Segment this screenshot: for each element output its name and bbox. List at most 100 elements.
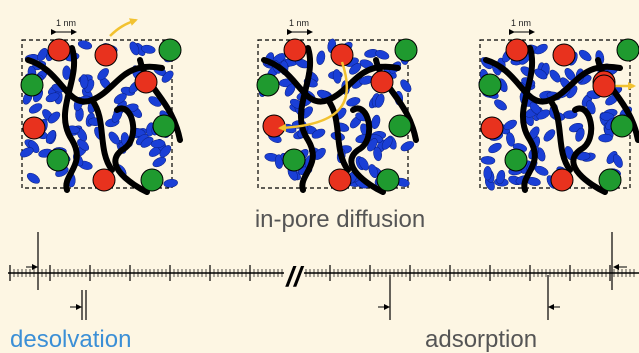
moving-cation bbox=[592, 74, 616, 98]
carbon-wall bbox=[519, 45, 538, 193]
solvent-molecule bbox=[346, 97, 361, 107]
cation bbox=[480, 116, 504, 140]
solvent-molecule bbox=[311, 128, 326, 139]
solvent-molecule bbox=[48, 111, 61, 124]
cation bbox=[370, 70, 394, 94]
solvent-molecule bbox=[575, 127, 585, 142]
carbon-wall bbox=[112, 105, 150, 195]
cation bbox=[134, 70, 158, 94]
anion bbox=[140, 168, 164, 192]
solvent-molecule bbox=[483, 165, 492, 181]
solvent-molecule bbox=[152, 156, 167, 168]
cation bbox=[505, 38, 529, 62]
solvent-molecule bbox=[161, 70, 174, 83]
solvent-molecule bbox=[534, 43, 548, 55]
cation bbox=[262, 114, 286, 138]
anion bbox=[46, 148, 70, 172]
anion bbox=[610, 114, 634, 138]
carbon-wall bbox=[61, 45, 80, 193]
anion bbox=[256, 73, 280, 97]
cation bbox=[550, 168, 574, 192]
desolvation-label: desolvation bbox=[10, 326, 131, 353]
solvent-molecule bbox=[45, 92, 60, 103]
ion-motion-arrow bbox=[278, 61, 349, 132]
carbon-wall bbox=[137, 57, 183, 143]
solvent-molecule bbox=[37, 48, 48, 62]
carbon-wall bbox=[89, 97, 115, 173]
cation bbox=[22, 116, 46, 140]
solvent-molecule bbox=[159, 145, 172, 158]
solvent-molecule bbox=[549, 69, 561, 83]
solvent-molecule bbox=[150, 139, 166, 148]
solvent-molecule bbox=[375, 93, 385, 108]
solvent-molecule bbox=[332, 69, 342, 84]
ion-motion-arrow bbox=[109, 18, 138, 37]
solvent-molecule bbox=[381, 136, 393, 150]
solvent-molecule bbox=[494, 99, 507, 111]
scale-label-2: 1 nm bbox=[289, 18, 309, 28]
carbon-wall bbox=[325, 97, 351, 173]
carbon-wall bbox=[348, 105, 386, 195]
solvent-molecule bbox=[612, 154, 623, 168]
solvent-molecule bbox=[599, 112, 615, 121]
pore-panel-3 bbox=[478, 29, 639, 195]
cation bbox=[283, 38, 307, 62]
solvent-molecule bbox=[598, 133, 613, 143]
axis-break-mark: // bbox=[284, 261, 305, 292]
solvent-molecule bbox=[113, 93, 127, 104]
cation bbox=[328, 168, 352, 192]
solvent-molecule bbox=[503, 119, 517, 131]
carbon-wall bbox=[547, 97, 573, 173]
scale-label-3: 1 nm bbox=[511, 18, 531, 28]
solvent-molecule bbox=[28, 103, 43, 114]
cation bbox=[47, 38, 71, 62]
solvent-molecule bbox=[371, 114, 381, 130]
solvent-molecule bbox=[140, 136, 154, 148]
anion bbox=[394, 38, 418, 62]
cation bbox=[92, 168, 116, 192]
anion bbox=[388, 114, 412, 138]
solvent-molecule bbox=[578, 49, 592, 62]
anion bbox=[152, 114, 176, 138]
anion bbox=[158, 38, 182, 62]
carbon-wall bbox=[595, 57, 639, 143]
carbon-wall bbox=[373, 57, 419, 143]
solvent-molecule bbox=[375, 50, 390, 60]
anion bbox=[598, 168, 622, 192]
solvent-molecule bbox=[373, 146, 382, 162]
anion bbox=[478, 73, 502, 97]
solvent-molecule bbox=[400, 141, 415, 152]
scale-label-1: 1 nm bbox=[56, 18, 76, 28]
solvent-molecule bbox=[480, 156, 496, 165]
adsorption-label: adsorption bbox=[425, 326, 537, 353]
timescale-axis bbox=[8, 232, 639, 320]
solvent-molecule bbox=[77, 138, 90, 151]
solvent-molecule bbox=[543, 129, 556, 142]
solvent-molecule bbox=[129, 41, 140, 56]
solvent-molecule bbox=[488, 142, 502, 154]
solvent-molecule bbox=[496, 169, 506, 185]
pore-panel-2 bbox=[256, 29, 419, 195]
solvent-molecule bbox=[26, 172, 40, 184]
solvent-molecule bbox=[20, 147, 34, 158]
solvent-molecule bbox=[97, 68, 109, 81]
solvent-molecule bbox=[400, 79, 412, 93]
solvent-molecule bbox=[358, 157, 369, 171]
anion bbox=[616, 38, 639, 62]
solvent-molecule bbox=[163, 178, 178, 188]
solvent-molecule bbox=[77, 40, 93, 50]
cation bbox=[94, 43, 118, 67]
solvent-molecule bbox=[506, 132, 515, 147]
anion bbox=[376, 168, 400, 192]
solvent-molecule bbox=[108, 131, 120, 145]
pore-panel-1 bbox=[20, 29, 183, 195]
solvent-molecule bbox=[368, 164, 379, 179]
carbon-wall bbox=[297, 45, 316, 193]
carbon-wall bbox=[570, 105, 608, 195]
axis-break-gap bbox=[284, 262, 304, 284]
solvent-molecule bbox=[45, 130, 56, 144]
anion bbox=[504, 148, 528, 172]
solvent-molecule bbox=[79, 74, 89, 89]
solvent-molecule bbox=[316, 50, 326, 65]
